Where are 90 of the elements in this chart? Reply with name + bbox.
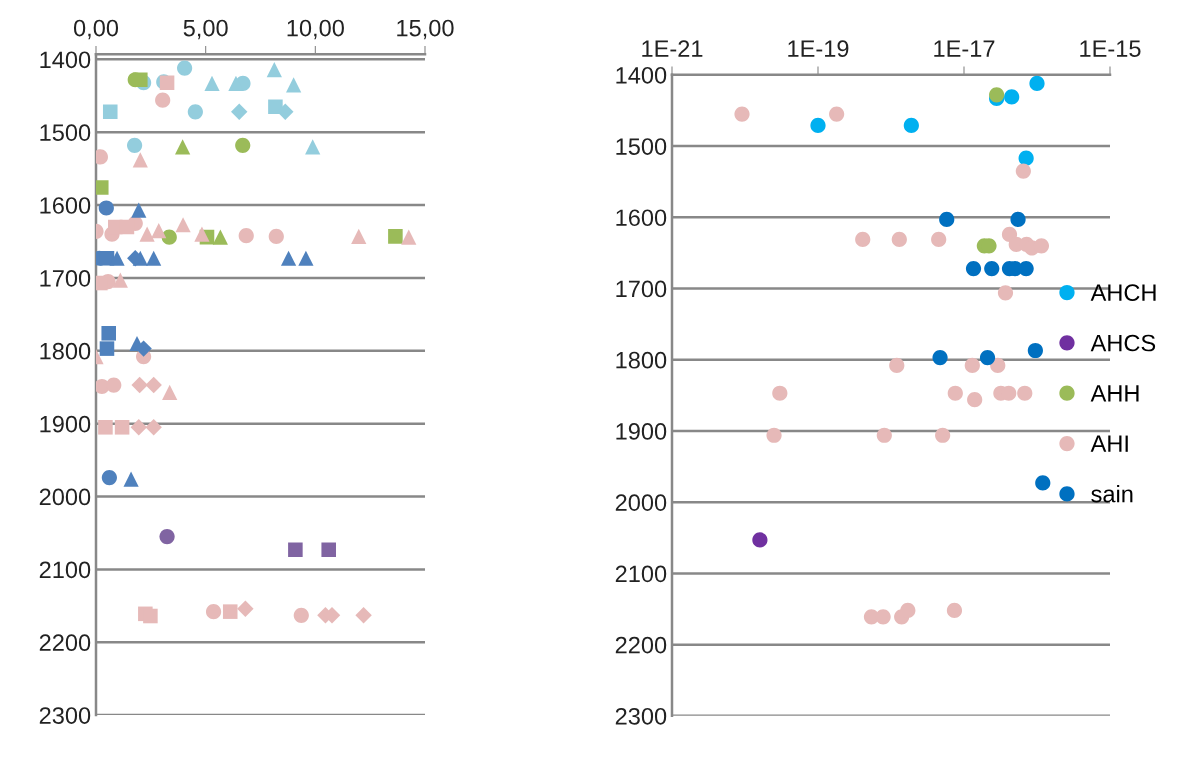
point xyxy=(146,250,162,266)
x-tick-label: 1E-17 xyxy=(934,40,995,57)
legend-label: AHCH xyxy=(1090,284,1156,302)
y-tick-label: 1400 xyxy=(616,66,667,84)
point xyxy=(293,607,309,623)
point xyxy=(187,104,203,120)
point xyxy=(212,229,228,245)
y-tick-label: 1500 xyxy=(40,124,91,141)
legend-label: AHCS xyxy=(1090,334,1156,352)
point xyxy=(237,600,254,617)
point xyxy=(151,222,167,239)
x-tick-label: 1E-21 xyxy=(642,40,703,57)
point xyxy=(99,341,115,356)
y-tick-label: 1600 xyxy=(616,209,667,227)
x-tick-label: 1E-19 xyxy=(788,40,849,58)
point xyxy=(298,250,314,266)
point xyxy=(99,250,115,266)
y-tick-label: 1900 xyxy=(40,415,91,433)
y-tick-label: 2100 xyxy=(615,565,667,583)
point xyxy=(235,137,251,153)
point xyxy=(286,77,302,93)
point xyxy=(112,272,128,288)
legend-label: AHH xyxy=(1090,385,1139,402)
y-tick-label: 2100 xyxy=(39,561,91,579)
point xyxy=(102,104,118,120)
point xyxy=(231,103,248,121)
point xyxy=(268,228,284,245)
point xyxy=(155,92,171,108)
y-tick-label: 1400 xyxy=(40,51,91,69)
point xyxy=(205,604,222,620)
point xyxy=(145,419,162,436)
point xyxy=(401,229,417,245)
point xyxy=(119,219,135,235)
y-tick-label: 2000 xyxy=(39,488,91,506)
point xyxy=(288,542,303,557)
point xyxy=(159,528,175,545)
point xyxy=(351,228,367,245)
point xyxy=(321,542,336,557)
point xyxy=(162,384,178,400)
point xyxy=(194,226,210,242)
y-tick-label: 2200 xyxy=(615,636,667,654)
point xyxy=(305,139,321,155)
point xyxy=(204,75,220,91)
y-tick-label: 2300 xyxy=(39,707,91,724)
point xyxy=(96,180,109,195)
point xyxy=(238,228,254,244)
y-tick-label: 1500 xyxy=(616,138,667,155)
legend-label: AHI xyxy=(1090,435,1128,452)
point xyxy=(175,217,191,233)
y-tick-label: 2200 xyxy=(39,634,91,652)
point xyxy=(355,607,372,624)
point xyxy=(130,419,147,436)
y-tick-label: 1600 xyxy=(40,197,91,214)
point xyxy=(131,376,148,394)
point xyxy=(222,604,238,619)
y-tick-label: 1900 xyxy=(616,423,667,440)
point xyxy=(98,200,114,216)
point xyxy=(228,75,244,91)
y-tick-label: 2000 xyxy=(615,494,667,511)
point xyxy=(143,608,158,624)
x-tick-label: 10,00 xyxy=(287,19,344,40)
y-tick-label: 1800 xyxy=(40,342,91,360)
point xyxy=(280,250,297,266)
point xyxy=(175,139,191,155)
point xyxy=(388,229,403,244)
point xyxy=(101,326,116,341)
point xyxy=(161,229,177,245)
y-tick-label: 1800 xyxy=(616,351,667,369)
point xyxy=(123,471,139,487)
y-tick-label: 1700 xyxy=(616,280,667,298)
point xyxy=(101,469,117,486)
point xyxy=(177,60,193,76)
point xyxy=(127,137,143,153)
point xyxy=(131,202,147,218)
point xyxy=(139,226,155,242)
x-tick-label: 5,00 xyxy=(183,19,228,40)
point xyxy=(145,376,162,394)
x-tick-label: 1E-15 xyxy=(1080,40,1141,58)
point xyxy=(106,377,122,393)
point xyxy=(266,61,282,78)
x-tick-label: 0,00 xyxy=(73,19,119,40)
point xyxy=(98,420,113,435)
point xyxy=(114,420,130,435)
legend-label: sain xyxy=(1091,485,1133,503)
point xyxy=(109,250,125,266)
point xyxy=(277,103,294,121)
y-tick-label: 2300 xyxy=(615,707,667,725)
point xyxy=(132,152,148,168)
y-tick-label: 1700 xyxy=(40,270,91,287)
x-tick-label: 15,00 xyxy=(397,19,454,40)
